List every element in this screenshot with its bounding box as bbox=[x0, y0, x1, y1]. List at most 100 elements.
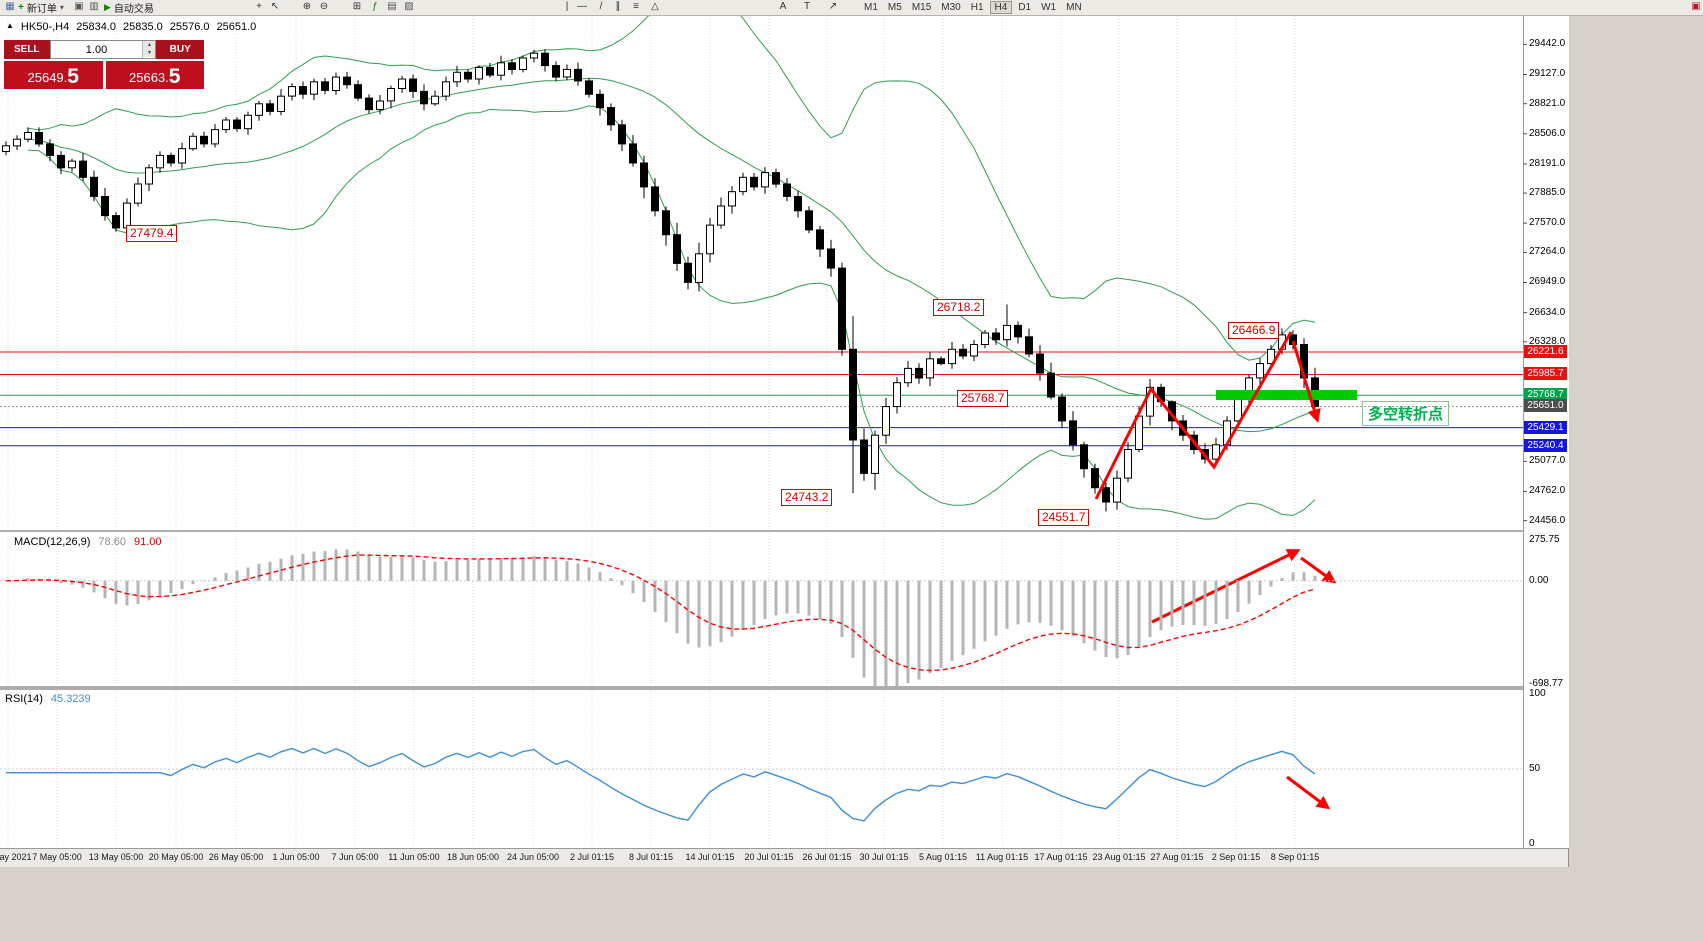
new-chart-icon[interactable]: ▦ bbox=[5, 1, 15, 12]
price-axis-tick: 26328.0 bbox=[1529, 336, 1566, 347]
fibonacci-icon[interactable]: ≡ bbox=[633, 1, 639, 12]
price-axis-tick: 28191.0 bbox=[1529, 158, 1566, 169]
chevron-down-icon: ▾ bbox=[59, 2, 64, 12]
rsi-scale-label: 0 bbox=[1529, 838, 1535, 849]
shapes-icon[interactable]: △ bbox=[651, 1, 659, 12]
price-axis-tick: 24456.0 bbox=[1529, 515, 1566, 526]
chart-plot-area[interactable] bbox=[0, 15, 1523, 530]
spinner-down-icon[interactable]: ▾ bbox=[143, 49, 156, 57]
autotrading-icon: ▶ bbox=[104, 1, 111, 12]
macd-panel[interactable] bbox=[0, 532, 1523, 686]
timeframe-m15[interactable]: M15 bbox=[911, 2, 932, 13]
price-axis-tick: 26949.0 bbox=[1529, 276, 1566, 287]
price-axis-tick: 28821.0 bbox=[1529, 98, 1566, 109]
price-axis-tag: 25429.1 bbox=[1524, 421, 1567, 434]
sell-price-main: 25649. bbox=[27, 70, 68, 85]
timeframe-bar: M1 M5 M15 M30 H1 H4 D1 W1 MN bbox=[860, 0, 1086, 15]
price-callout: 24743.2 bbox=[781, 489, 833, 506]
docking-icon[interactable]: ▣ bbox=[1691, 1, 1701, 12]
time-axis[interactable] bbox=[0, 848, 1568, 867]
horizontal-line-icon[interactable]: — bbox=[577, 1, 587, 12]
buy-button[interactable]: BUY bbox=[156, 40, 204, 59]
symbol-period: HK50-,H4 bbox=[20, 21, 70, 33]
volume-value: 1.00 bbox=[85, 43, 108, 56]
sell-price-pip: 5 bbox=[67, 65, 79, 88]
time-axis-label: 18 Jun 05:00 bbox=[446, 852, 500, 862]
new-order-button[interactable]: + 新订单 ▾ bbox=[16, 0, 66, 15]
time-axis-label: 5 Aug 01:15 bbox=[918, 852, 968, 862]
price-axis-tag: 25240.4 bbox=[1524, 439, 1567, 452]
price-axis-tick: 24762.0 bbox=[1529, 485, 1566, 496]
vertical-line-icon[interactable]: | bbox=[565, 1, 569, 12]
timeframe-m5[interactable]: M5 bbox=[887, 2, 902, 13]
macd-scale-label: -698.77 bbox=[1529, 678, 1563, 689]
autotrading-button[interactable]: ▶ 自动交易 bbox=[102, 0, 156, 15]
price-axis-tag: 25768.7 bbox=[1524, 388, 1567, 401]
timeframe-h1[interactable]: H1 bbox=[970, 2, 984, 13]
buy-price-pip: 5 bbox=[168, 65, 181, 88]
macd-scale-label: 275.75 bbox=[1529, 534, 1560, 545]
volume-field[interactable]: 1.00 ▴ ▾ bbox=[49, 40, 157, 59]
time-axis-label: 17 Aug 01:15 bbox=[1034, 852, 1088, 862]
tile-windows-icon[interactable]: ⊞ bbox=[352, 1, 362, 12]
price-axis-tick: 25077.0 bbox=[1529, 455, 1566, 466]
zoom-in-icon[interactable]: ⊕ bbox=[302, 1, 312, 12]
panel-divider[interactable] bbox=[0, 686, 1568, 690]
timeframe-d1[interactable]: D1 bbox=[1018, 2, 1032, 13]
time-axis-label: 20 May 05:00 bbox=[148, 852, 204, 862]
channel-icon[interactable]: ∥ bbox=[615, 1, 621, 12]
chart-window-icon[interactable]: ▣ bbox=[74, 1, 84, 12]
panel-divider[interactable] bbox=[0, 530, 1568, 532]
time-axis-label: 20 Jul 01:15 bbox=[744, 852, 794, 862]
price-axis-tick: 27570.0 bbox=[1529, 217, 1566, 228]
rsi-scale-label: 50 bbox=[1529, 763, 1541, 774]
timeframe-h4[interactable]: H4 bbox=[989, 1, 1013, 14]
indicators-icon[interactable]: ƒ bbox=[372, 1, 378, 12]
text-icon[interactable]: A bbox=[779, 1, 787, 12]
price-axis-tag: 25651.0 bbox=[1524, 399, 1567, 412]
time-axis-label: 7 Jun 05:00 bbox=[331, 852, 379, 862]
price-callout: 26466.9 bbox=[1228, 322, 1280, 339]
price-callout: 26718.2 bbox=[933, 299, 985, 316]
price-axis-tick: 29127.0 bbox=[1529, 68, 1566, 79]
timeframe-mn[interactable]: MN bbox=[1066, 2, 1082, 13]
time-axis-label: 11 Aug 01:15 bbox=[975, 852, 1029, 862]
price-callout: 24551.7 bbox=[1038, 509, 1090, 526]
templates-icon[interactable]: ▨ bbox=[404, 1, 414, 12]
label-icon[interactable]: T bbox=[803, 1, 811, 12]
chart-ohlc-header: ▲ HK50-,H4 25834.0 25835.0 25576.0 25651… bbox=[6, 21, 256, 33]
timeframe-m30[interactable]: M30 bbox=[941, 2, 961, 13]
zoom-out-icon[interactable]: ⊖ bbox=[319, 1, 329, 12]
time-axis-label: 2 Sep 01:15 bbox=[1211, 852, 1261, 862]
ohlc-open: 25834.0 bbox=[76, 21, 116, 33]
price-axis-tick: 29442.0 bbox=[1529, 38, 1566, 49]
autotrading-label: 自动交易 bbox=[113, 3, 154, 15]
price-axis-tag: 26221.6 bbox=[1524, 345, 1567, 358]
cursor-icon[interactable]: ↖ bbox=[270, 1, 280, 12]
spinner-up-icon[interactable]: ▴ bbox=[143, 41, 156, 49]
rsi-panel[interactable] bbox=[0, 690, 1523, 848]
sell-button[interactable]: SELL bbox=[4, 40, 50, 59]
time-axis-label: 11 Jun 05:00 bbox=[388, 852, 440, 862]
timeframe-m1[interactable]: M1 bbox=[864, 2, 878, 13]
arrows-icon[interactable]: ↗ bbox=[828, 1, 838, 12]
symbol-marker-icon: ▲ bbox=[6, 21, 14, 30]
new-order-label: 新订单 bbox=[26, 3, 57, 15]
periods-icon[interactable]: ▤ bbox=[387, 1, 397, 12]
macd-value-signal: 91.00 bbox=[133, 536, 162, 548]
ohlc-high: 25835.0 bbox=[122, 21, 163, 33]
price-axis-tag: 25985.7 bbox=[1524, 367, 1567, 380]
crosshair-icon[interactable]: + bbox=[256, 1, 262, 12]
rsi-value: 45.3239 bbox=[50, 693, 91, 705]
sell-price-button[interactable]: 25649. 5 bbox=[4, 61, 103, 89]
time-axis-label: 26 Jul 01:15 bbox=[802, 852, 852, 862]
price-axis-tick: 28506.0 bbox=[1529, 128, 1566, 139]
rsi-scale-label: 100 bbox=[1529, 688, 1546, 699]
macd-value-main: 78.60 bbox=[98, 536, 126, 548]
profiles-icon[interactable]: ▥ bbox=[89, 1, 99, 12]
ohlc-close: 25651.0 bbox=[216, 21, 257, 33]
timeframe-w1[interactable]: W1 bbox=[1041, 2, 1057, 13]
buy-price-button[interactable]: 25663. 5 bbox=[105, 61, 204, 89]
trendline-icon[interactable]: / bbox=[599, 1, 603, 12]
